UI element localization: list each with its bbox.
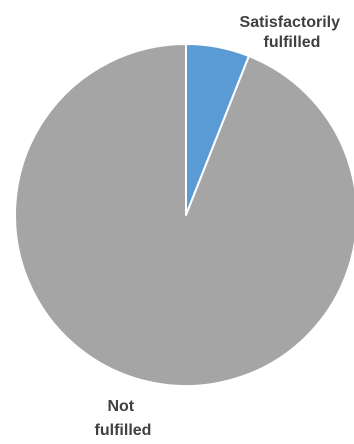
slice-label-not-fulfilled-line-2: fulfilled <box>95 422 152 439</box>
slice-label-not-fulfilled-line-1: Not <box>107 398 134 415</box>
slice-label-not-fulfilled: Not fulfilled <box>95 398 152 439</box>
slice-label-satisfactorily-fulfilled-line-2: fulfilled <box>264 34 321 51</box>
slice-label-satisfactorily-fulfilled-line-1: Satisfactorily <box>240 14 341 31</box>
pie-slices <box>14 43 354 387</box>
slice-label-satisfactorily-fulfilled: Satisfactorily fulfilled <box>240 14 345 51</box>
pie-slice-not-fulfilled <box>14 43 354 387</box>
